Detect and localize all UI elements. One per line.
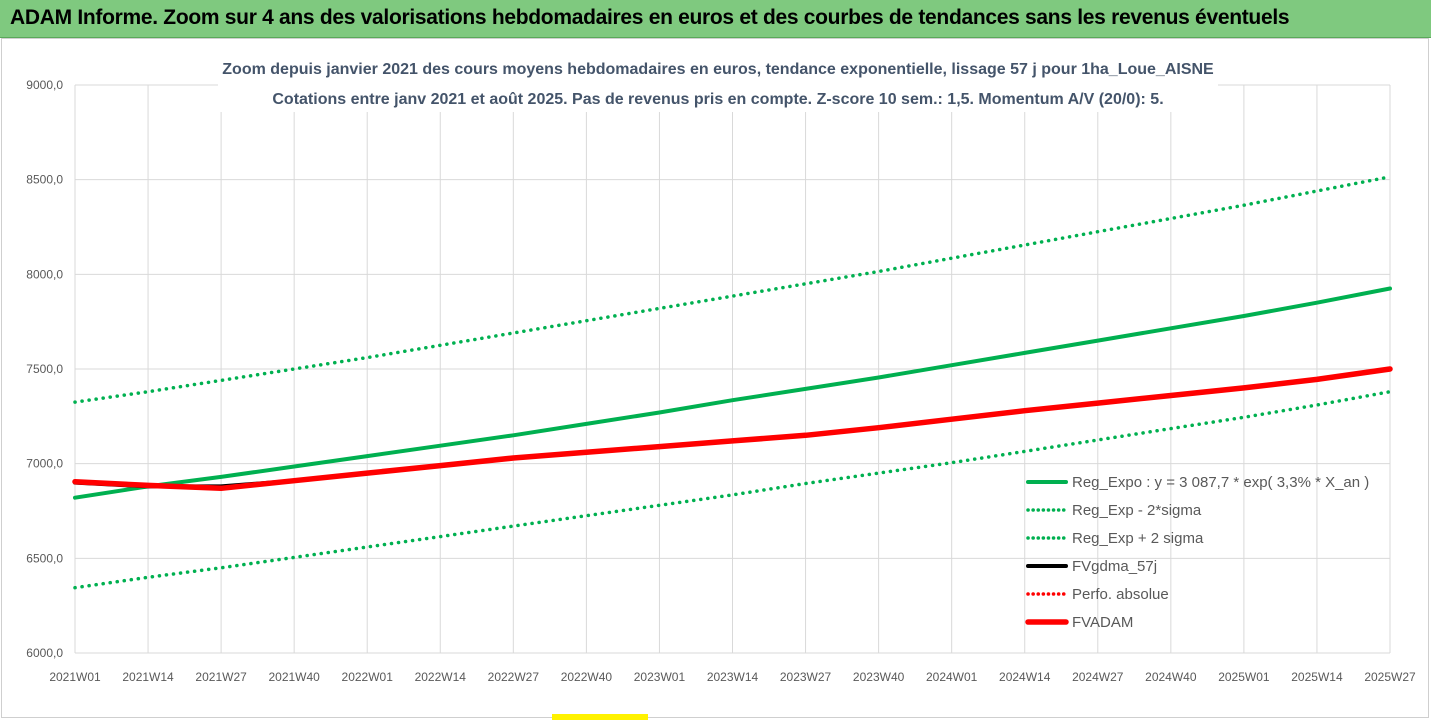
legend-label-4: Perfo. absolue: [1072, 586, 1169, 603]
gridlines: [74, 84, 1391, 654]
report-banner-title: ADAM Informe. Zoom sur 4 ans des valoris…: [10, 6, 1290, 29]
series-line-5: [72, 366, 1393, 492]
legend: Reg_Expo : y = 3 087,7 * exp( 3,3% * X_a…: [1025, 474, 1369, 631]
legend-label-0: Reg_Expo : y = 3 087,7 * exp( 3,3% * X_a…: [1072, 474, 1369, 491]
x-tick-label: 2023W01: [634, 670, 686, 684]
x-tick-label: 2023W27: [780, 670, 832, 684]
x-tick-label: 2023W14: [707, 670, 759, 684]
y-tick-label: 6500,0: [26, 551, 63, 565]
x-axis-ticks: 2021W01 2021W14 2021W27 2021W40 2022W01 2022W…: [49, 670, 1416, 684]
x-tick-label: 2022W14: [415, 670, 467, 684]
y-tick-label: 8500,0: [26, 173, 63, 187]
legend-label-2: Reg_Exp + 2 sigma: [1072, 530, 1204, 547]
x-tick-label: 2024W40: [1145, 670, 1197, 684]
x-tick-label: 2021W14: [122, 670, 174, 684]
title-background: [218, 52, 1218, 112]
x-tick-label: 2021W01: [49, 670, 101, 684]
y-tick-label: 7500,0: [26, 362, 63, 376]
x-tick-label: 2025W14: [1291, 670, 1343, 684]
chart-title-line1: Zoom depuis janvier 2021 des cours moyen…: [222, 61, 1214, 78]
x-tick-label: 2022W40: [561, 670, 613, 684]
y-axis-ticks: 6000,0 6500,0 7000,0 7500,0 8000,0 8500,0 9000…: [26, 78, 63, 660]
report-banner: ADAM Informe. Zoom sur 4 ans des valoris…: [0, 0, 1431, 38]
sheet-tab-indicator: [552, 714, 648, 720]
x-tick-label: 2022W01: [342, 670, 394, 684]
x-tick-label: 2024W01: [926, 670, 978, 684]
legend-label-5: FVADAM: [1072, 614, 1133, 631]
x-tick-label: 2023W40: [853, 670, 905, 684]
legend-label-3: FVgdma_57j: [1072, 558, 1157, 575]
x-tick-label: 2025W27: [1364, 670, 1416, 684]
y-tick-label: 9000,0: [26, 78, 63, 92]
series-line-2: [73, 175, 1392, 404]
x-tick-label: 2021W27: [195, 670, 247, 684]
series-line-1: [73, 389, 1392, 590]
x-tick-label: 2022W27: [488, 670, 540, 684]
x-tick-label: 2025W01: [1218, 670, 1270, 684]
y-tick-label: 8000,0: [26, 267, 63, 281]
x-tick-label: 2024W14: [999, 670, 1051, 684]
x-tick-label: 2021W40: [268, 670, 320, 684]
series-lines: [72, 175, 1393, 590]
y-tick-label: 6000,0: [26, 646, 63, 660]
y-tick-label: 7000,0: [26, 457, 63, 471]
legend-label-1: Reg_Exp - 2*sigma: [1072, 502, 1202, 519]
series-line-0: [73, 286, 1392, 500]
chart-title-line2: Cotations entre janv 2021 et août 2025. …: [272, 91, 1163, 108]
x-tick-label: 2024W27: [1072, 670, 1124, 684]
chart-frame: [1, 38, 1429, 718]
